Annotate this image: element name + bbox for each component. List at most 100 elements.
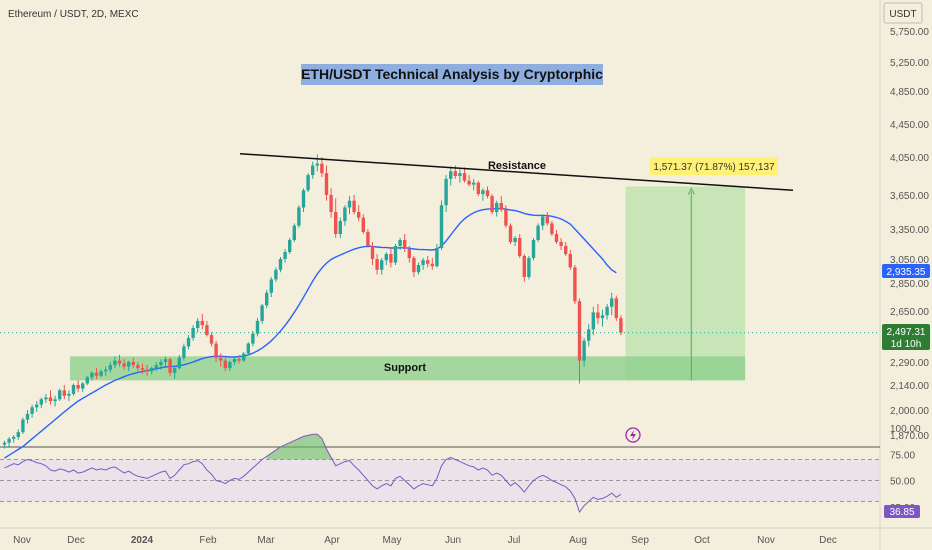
candle-body — [214, 343, 218, 358]
candle-body — [113, 360, 117, 366]
rsi-overbought-fill — [266, 434, 451, 460]
candle-body — [154, 365, 158, 369]
candle-body — [591, 312, 595, 330]
candle-body — [306, 175, 310, 191]
candle-body — [85, 377, 89, 384]
price-axis[interactable]: 5,750.00 5,250.00 4,850.00 4,450.00 4,050.00… — [890, 27, 929, 442]
candle-body — [168, 359, 172, 373]
price-tick-label: 4,050.00 — [890, 153, 929, 164]
candle-body — [196, 320, 200, 328]
candle-body — [117, 360, 122, 364]
candle-body — [458, 173, 462, 176]
candle-body — [412, 258, 416, 273]
price-tick-label: 2,140.00 — [890, 381, 929, 392]
candle-body — [587, 329, 591, 341]
candle-body — [67, 393, 71, 396]
candle-body — [288, 240, 292, 252]
candle-body — [81, 383, 85, 389]
candle-body — [554, 234, 559, 242]
candle-body — [278, 259, 283, 270]
candle-body — [21, 419, 25, 433]
candle-body — [518, 238, 522, 256]
rsi-value-tag — [884, 505, 920, 518]
candle-body — [522, 256, 526, 277]
price-tick-label: 2,000.00 — [890, 406, 929, 417]
support-zone — [70, 356, 746, 381]
time-tick-label: May — [383, 535, 402, 546]
lightning-icon[interactable] — [625, 427, 641, 443]
currency-box — [883, 2, 923, 24]
candle-body — [260, 305, 264, 321]
candle-body — [485, 190, 490, 197]
candle-body — [568, 254, 572, 268]
candle-body — [384, 254, 388, 261]
price-tick-label: 5,750.00 — [890, 27, 929, 38]
candle-body — [324, 173, 329, 195]
candle-body — [449, 171, 453, 179]
candle-body — [481, 190, 485, 195]
candle-body — [426, 260, 430, 264]
candle-body — [614, 298, 618, 319]
rsi-band — [0, 459, 880, 502]
candle-body — [71, 385, 76, 394]
candle-body — [577, 301, 582, 361]
candle-body — [292, 225, 296, 240]
candle-body — [274, 269, 278, 280]
candle-body — [163, 359, 168, 362]
candle-body — [44, 397, 48, 400]
price-tick-label: 2,650.00 — [890, 307, 929, 318]
candle-body — [7, 438, 11, 443]
lightning-icon-glyph — [630, 430, 636, 440]
symbol-header[interactable]: Ethereum / USDT, 2D, MEXC — [8, 9, 139, 20]
candle-body — [393, 246, 398, 263]
candle-body — [605, 306, 609, 316]
candle-body — [476, 182, 480, 195]
candle-body — [108, 365, 112, 370]
candle-body — [403, 240, 407, 249]
zones-layer — [70, 186, 746, 381]
time-tick-label: Aug — [569, 535, 587, 546]
time-axis[interactable]: Nov Dec 2024 Feb Mar Apr May Jun Jul Aug Sep Oct Nov… — [13, 535, 837, 546]
resistance-line[interactable] — [239, 152, 794, 191]
moving-average-line — [4, 207, 617, 459]
candle-body — [435, 248, 439, 267]
candle-body — [297, 207, 301, 226]
price-tick-label: 3,650.00 — [890, 191, 929, 202]
candle-body — [191, 328, 195, 338]
candle-body — [380, 260, 384, 270]
candle-body — [541, 216, 545, 226]
candle-body — [564, 246, 568, 254]
candle-body — [315, 163, 319, 166]
projection-box — [625, 186, 746, 381]
candle-body — [370, 246, 375, 259]
candle-body — [62, 390, 66, 396]
candle-body — [347, 200, 352, 208]
candle-body — [219, 357, 223, 361]
candle-body — [48, 397, 53, 402]
rsi-value-text: 36.85 — [889, 507, 914, 518]
candle-body — [453, 171, 457, 176]
resistance-label: Resistance — [488, 160, 546, 172]
time-tick-label: Mar — [257, 535, 275, 546]
candle-body — [131, 362, 135, 366]
candle-body — [531, 240, 536, 258]
candle-body — [209, 335, 214, 344]
candle-body — [334, 212, 338, 234]
candle-body — [140, 368, 145, 370]
candle-body — [495, 202, 499, 212]
time-tick-label: Nov — [757, 535, 775, 546]
candle-body — [462, 173, 467, 181]
candle-body — [246, 343, 250, 354]
candle-body — [490, 196, 494, 212]
price-tick-label: 4,450.00 — [890, 120, 929, 131]
candle-body — [619, 318, 623, 333]
candle-body — [39, 399, 43, 405]
current-price-text: 2,497.31 — [887, 327, 926, 338]
candles-layer — [2, 154, 623, 449]
candle-body — [186, 337, 191, 347]
measure-label: 1,571.37 (71.87%) 157,137 — [653, 162, 775, 173]
currency-label[interactable]: USDT — [889, 9, 916, 20]
candle-body — [513, 238, 517, 242]
